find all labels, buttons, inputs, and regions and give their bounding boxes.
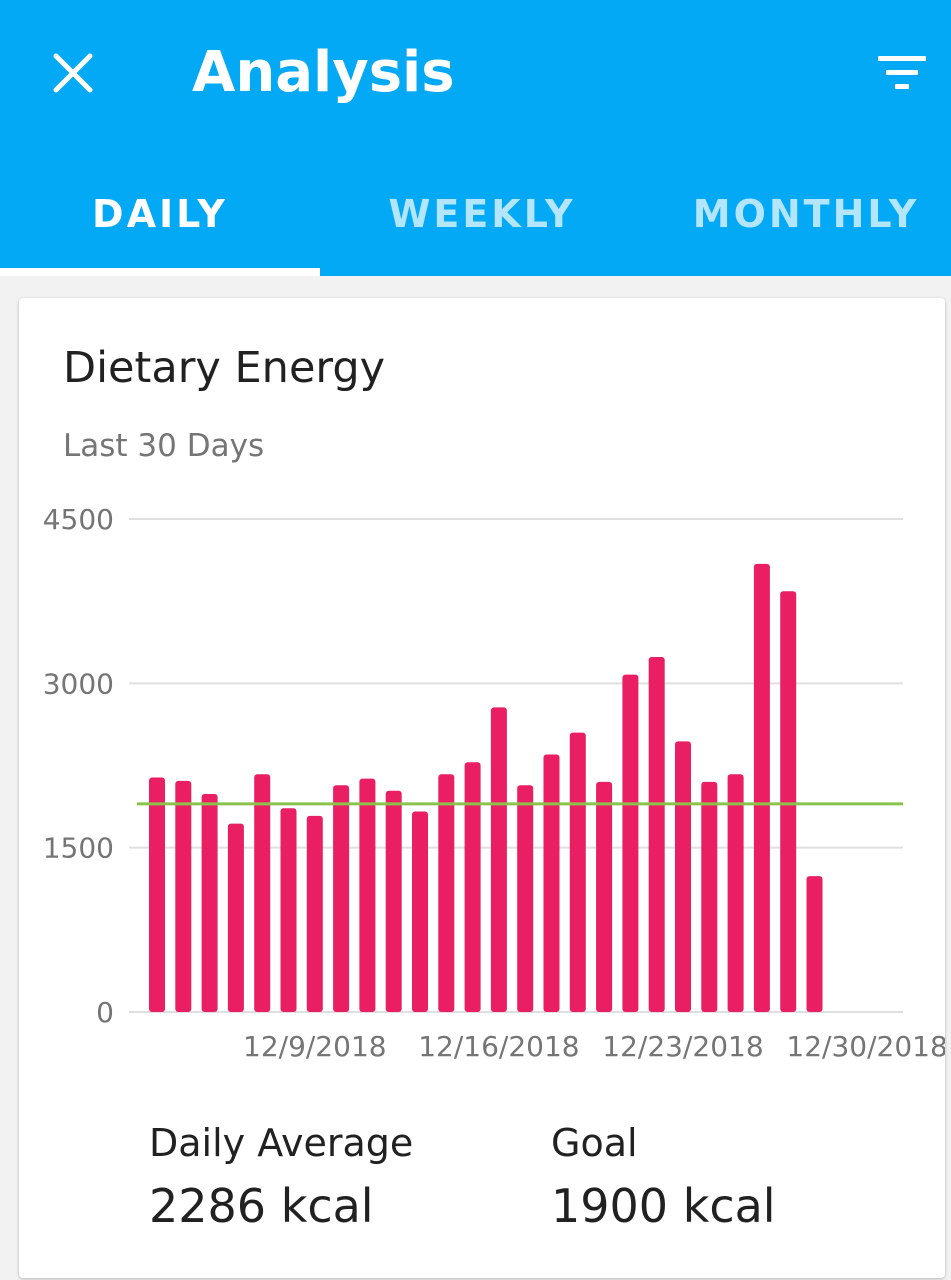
- bar: [464, 762, 481, 1012]
- x-tick-label: 12/16/2018: [418, 1030, 579, 1063]
- bar: [385, 790, 402, 1012]
- bar: [596, 781, 613, 1012]
- bar: [359, 778, 376, 1012]
- x-tick-label: 12/23/2018: [602, 1030, 763, 1063]
- y-tick-label: 1500: [43, 832, 114, 865]
- bar: [306, 815, 323, 1012]
- daily-average-label: Daily Average: [149, 1121, 414, 1165]
- bar: [517, 785, 534, 1012]
- daily-average-value: 2286 kcal: [149, 1179, 374, 1233]
- bar: [412, 811, 428, 1012]
- bar: [701, 781, 718, 1012]
- bar: [543, 754, 560, 1012]
- bar: [727, 774, 744, 1012]
- card-title: Dietary Energy: [63, 343, 386, 393]
- bar: [780, 591, 797, 1012]
- bar: [648, 657, 665, 1012]
- tab-weekly[interactable]: WEEKLY: [388, 192, 576, 236]
- tab-bar: DAILY WEEKLY MONTHLY: [0, 168, 951, 276]
- active-tab-indicator: [0, 268, 320, 276]
- bar: [149, 777, 165, 1012]
- bar: [201, 793, 218, 1012]
- tab-monthly[interactable]: MONTHLY: [692, 192, 920, 236]
- page-title: Analysis: [192, 40, 455, 105]
- app-bar: Analysis DAILY WEEKLY MONTHLY: [0, 0, 951, 276]
- y-tick-label: 4500: [43, 503, 114, 536]
- bar: [280, 808, 297, 1012]
- bar: [175, 780, 192, 1012]
- y-tick-label: 0: [96, 996, 114, 1029]
- y-tick-label: 3000: [43, 667, 114, 700]
- bar: [675, 741, 691, 1012]
- tab-daily[interactable]: DAILY: [92, 192, 228, 236]
- dietary-energy-card: Dietary Energy Last 30 Days 4500 3000 1500…: [19, 298, 945, 1278]
- x-tick-label: 12/9/2018: [243, 1030, 387, 1063]
- close-button[interactable]: [44, 44, 102, 102]
- goal-label: Goal: [551, 1121, 638, 1165]
- bar: [438, 774, 455, 1012]
- bar: [254, 774, 271, 1012]
- bar: [806, 876, 823, 1012]
- bar: [490, 707, 507, 1012]
- card-subtitle: Last 30 Days: [63, 428, 265, 464]
- dietary-energy-chart: 4500 3000 1500 0 12/9/2018 12/16/2018 12/23/20…: [43, 503, 945, 1063]
- close-icon: [53, 53, 93, 93]
- bar: [333, 785, 350, 1012]
- x-tick-label: 12/30/2018: [786, 1030, 945, 1063]
- bar: [569, 732, 586, 1012]
- bar: [753, 563, 770, 1012]
- bar: [227, 823, 244, 1012]
- filter-button[interactable]: [872, 50, 932, 96]
- bar: [622, 674, 639, 1012]
- filter-icon: [878, 56, 926, 89]
- goal-value: 1900 kcal: [551, 1179, 776, 1233]
